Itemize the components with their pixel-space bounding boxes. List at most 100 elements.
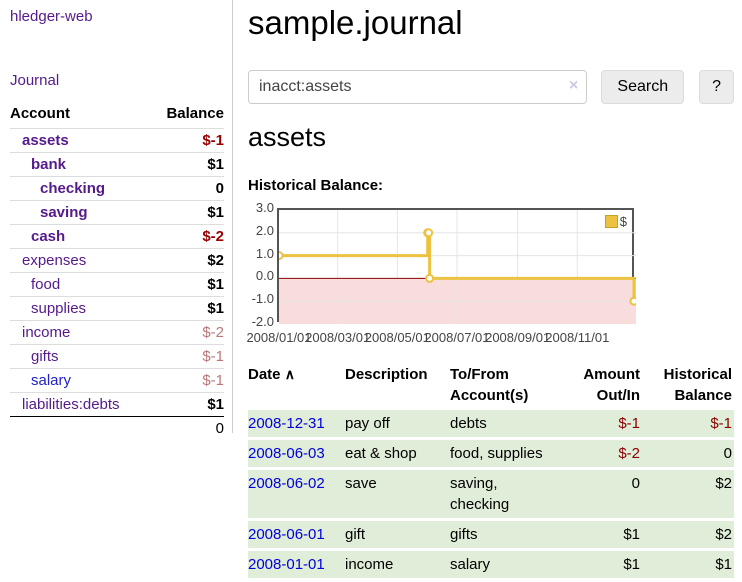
account-balance: $-2 [150, 320, 224, 345]
account-balance: $-1 [150, 368, 224, 393]
y-axis-tick-label: -1.0 [251, 291, 274, 307]
transaction-row: 2008-01-01 income salary $1 $1 [248, 549, 734, 580]
help-button[interactable]: ? [699, 70, 734, 104]
account-link-gifts[interactable]: gifts [31, 347, 59, 365]
account-row: liabilities:debts $1 [10, 392, 224, 417]
transaction-date-link[interactable]: 2008-06-01 [248, 526, 325, 543]
account-row: cash $-2 [10, 224, 224, 249]
chart-title: Historical Balance: [248, 177, 384, 194]
legend-swatch-icon [604, 215, 618, 228]
accounts-header-row: Account Balance [10, 103, 224, 129]
account-row: assets $-1 [10, 128, 224, 153]
transaction-amount: $1 [623, 556, 640, 573]
column-header-balance[interactable]: Historical Balance [663, 366, 732, 404]
account-balance: $1 [150, 392, 224, 417]
account-link-supplies[interactable]: supplies [31, 299, 87, 317]
x-axis-tick-label: 2008/01/01 [246, 330, 312, 345]
account-balance: $-1 [150, 128, 224, 153]
register-body: 2008-12-31 pay off debts $-1 $-1 2008-06-03 ea… [248, 410, 734, 580]
accounts-total-spacer [10, 416, 151, 440]
transaction-accounts: debts [450, 415, 487, 432]
account-link-bank[interactable]: bank [31, 155, 67, 173]
y-axis-tick-label: 1.0 [255, 245, 274, 261]
account-balance: $-2 [150, 224, 224, 249]
y-axis-tick-label: 0.0 [255, 268, 274, 284]
search-button[interactable]: Search [601, 70, 685, 104]
transaction-amount: $-1 [618, 415, 640, 432]
account-link-cash[interactable]: cash [31, 227, 66, 245]
accounts-body: assets $-1 bank $1 checking 0 saving $1 cash $-2 e… [10, 128, 224, 417]
account-balance: $1 [150, 200, 224, 225]
account-link-saving[interactable]: saving [40, 203, 88, 221]
sidebar-item-journal[interactable]: Journal [10, 72, 60, 89]
account-balance: $2 [150, 248, 224, 273]
account-balance: $1 [150, 272, 224, 297]
accounts-total-row: 0 [10, 416, 224, 440]
x-axis-tick-label: 2008/09/01 [485, 330, 551, 345]
transaction-balance: $2 [715, 475, 732, 492]
balance-chart: $ 3.0 2.0 1.0 0.0 -1.0 -2.0 2008/01/01 2008/03/… [246, 200, 734, 350]
transaction-description: gift [345, 526, 366, 543]
transaction-balance: $1 [715, 556, 732, 573]
page-title: sample.journal [248, 4, 463, 41]
balance-line-chart-svg [279, 210, 636, 324]
x-axis-tick-label: 2008/03/01 [305, 330, 371, 345]
y-axis-tick-label: 2.0 [255, 222, 274, 238]
transaction-description: eat & shop [345, 445, 417, 462]
transaction-accounts: gifts [450, 526, 478, 543]
search-form: × Search ? [248, 70, 734, 104]
transaction-amount: $-2 [618, 445, 640, 462]
column-header-date[interactable]: Date ∧ [248, 362, 345, 410]
accounts-total-value: 0 [150, 416, 224, 440]
x-axis-tick-label: 2008/05/01 [364, 330, 430, 345]
account-row: gifts $-1 [10, 344, 224, 369]
transaction-balance: $2 [715, 526, 732, 543]
sort-ascending-icon: ∧ [284, 366, 295, 382]
account-balance: $-1 [150, 344, 224, 369]
brand-link[interactable]: hledger-web [10, 8, 93, 25]
accounts-header-balance: Balance [166, 105, 224, 122]
transaction-accounts: saving, checking [450, 475, 510, 513]
main-panel: sample.journal × Search ? assets Histori… [246, 0, 734, 581]
transaction-date-link[interactable]: 2008-06-02 [248, 475, 325, 492]
column-header-amount[interactable]: Amount Out/In [583, 366, 640, 404]
account-row: bank $1 [10, 152, 224, 177]
y-axis-tick-label: -2.0 [251, 314, 274, 329]
chart-legend: $ [604, 214, 627, 229]
transaction-date-link[interactable]: 2008-06-03 [248, 445, 325, 462]
accounts-table: Account Balance assets $-1 bank $1 checking 0… [10, 103, 224, 440]
transaction-date-link[interactable]: 2008-01-01 [248, 556, 325, 573]
account-row: salary $-1 [10, 368, 224, 393]
search-box: × [248, 70, 588, 104]
account-link-liabilities-debts[interactable]: liabilities:debts [22, 395, 120, 413]
search-input[interactable] [248, 70, 588, 104]
sidebar: hledger-web Journal Account Balance asse… [0, 0, 233, 440]
date-header-label: Date [248, 366, 281, 383]
column-header-description[interactable]: Description [345, 366, 428, 383]
transaction-description: save [345, 475, 377, 492]
transaction-description: income [345, 556, 394, 573]
transaction-description: pay off [345, 415, 390, 432]
chart-plot: $ [277, 208, 636, 324]
transaction-balance: $-1 [710, 415, 732, 432]
account-row: supplies $1 [10, 296, 224, 321]
account-link-income[interactable]: income [22, 323, 71, 341]
account-heading: assets [248, 122, 327, 152]
account-link-assets[interactable]: assets [22, 131, 69, 149]
x-axis-tick-label: 2008/11/01 [545, 330, 610, 345]
account-balance: 0 [150, 176, 224, 201]
account-link-expenses[interactable]: expenses [22, 251, 87, 269]
account-row: expenses $2 [10, 248, 224, 273]
register-table: Date ∧ Description To/From Account(s) Am… [248, 362, 734, 581]
column-header-accounts[interactable]: To/From Account(s) [450, 366, 529, 404]
clear-search-icon[interactable]: × [569, 77, 579, 94]
account-link-checking[interactable]: checking [40, 179, 106, 197]
transaction-amount: $1 [623, 526, 640, 543]
transaction-accounts: food, supplies [450, 445, 543, 462]
account-link-food[interactable]: food [31, 275, 61, 293]
account-link-salary[interactable]: salary [31, 371, 72, 389]
transaction-date-link[interactable]: 2008-12-31 [248, 415, 325, 432]
y-axis-tick-label: 3.0 [255, 200, 274, 215]
accounts-header-account: Account [10, 105, 70, 122]
legend-label: $ [619, 214, 627, 229]
